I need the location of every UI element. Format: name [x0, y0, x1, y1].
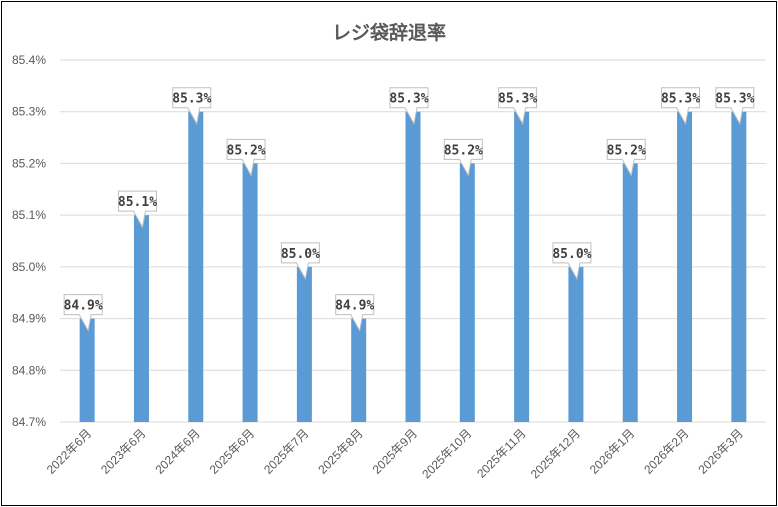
data-label: 84.9%	[335, 299, 374, 314]
x-category-label: 2025年12月	[528, 426, 583, 481]
y-tick-label: 84.9%	[12, 312, 46, 326]
data-label-callout	[498, 87, 538, 126]
data-label-callout	[280, 242, 320, 281]
bar	[296, 266, 312, 422]
data-labels: 84.9% 85.1% 85.3% 85.2% 85.0% 84.9% 85.3% 85.2%…	[63, 87, 755, 333]
data-label-callout	[172, 87, 212, 126]
x-axis-labels: 2022年6月 2023年6月 2024年6月 2025年6月 2025年7月 2025年…	[44, 426, 746, 481]
x-category-label: 2023年6月	[98, 426, 148, 476]
bar	[622, 163, 638, 422]
bar	[568, 266, 584, 422]
data-label: 85.3%	[389, 92, 428, 107]
x-category-label: 2025年6月	[207, 426, 257, 476]
data-label-callout	[552, 242, 592, 281]
y-tick-label: 85.2%	[12, 156, 46, 170]
x-category-label: 2026年1月	[587, 426, 637, 476]
data-label-callout	[226, 138, 266, 177]
data-label: 85.2%	[444, 143, 483, 158]
data-label-callout	[661, 87, 701, 126]
data-label: 85.3%	[715, 92, 754, 107]
x-category-label: 2025年7月	[261, 426, 311, 476]
bar	[514, 111, 530, 422]
bar	[133, 215, 149, 422]
data-label: 85.0%	[552, 247, 591, 262]
x-category-label: 2025年11月	[474, 426, 529, 481]
y-tick-label: 84.7%	[12, 415, 46, 429]
chart-title: レジ袋辞退率	[332, 21, 446, 44]
data-label-callout	[443, 138, 483, 177]
bar	[188, 111, 204, 422]
bar	[242, 163, 258, 422]
data-label-callout	[63, 294, 103, 333]
data-label: 85.3%	[172, 92, 211, 107]
data-label: 85.3%	[498, 92, 537, 107]
y-tick-label: 84.8%	[12, 363, 46, 377]
bar	[351, 318, 367, 422]
data-label: 85.3%	[661, 92, 700, 107]
bar	[79, 318, 95, 422]
data-label-callout	[715, 87, 755, 126]
y-tick-label: 85.3%	[12, 105, 46, 119]
x-category-label: 2025年10月	[419, 426, 474, 481]
bars	[79, 111, 747, 422]
x-category-label: 2025年8月	[315, 426, 365, 476]
x-category-label: 2024年6月	[152, 426, 202, 476]
bar	[459, 163, 475, 422]
data-label-callout	[117, 190, 157, 229]
data-label: 85.1%	[118, 195, 157, 210]
bar	[405, 111, 421, 422]
data-label: 84.9%	[64, 299, 103, 314]
y-axis-ticks: 84.7% 84.8% 84.9% 85.0% 85.1% 85.2% 85.3% 85.4%	[12, 53, 46, 429]
data-label: 85.2%	[607, 143, 646, 158]
data-label: 85.0%	[281, 247, 320, 262]
data-label-callout	[389, 87, 429, 126]
x-category-label: 2022年6月	[44, 426, 94, 476]
bar	[677, 111, 693, 422]
x-category-label: 2026年3月	[695, 426, 745, 476]
y-tick-label: 85.1%	[12, 208, 46, 222]
x-category-label: 2025年9月	[370, 426, 420, 476]
data-label: 85.2%	[227, 143, 266, 158]
data-label-callout	[606, 138, 646, 177]
data-label-callout	[335, 294, 375, 333]
x-category-label: 2026年2月	[641, 426, 691, 476]
y-tick-label: 85.0%	[12, 260, 46, 274]
y-tick-label: 85.4%	[12, 53, 46, 67]
bar	[731, 111, 747, 422]
